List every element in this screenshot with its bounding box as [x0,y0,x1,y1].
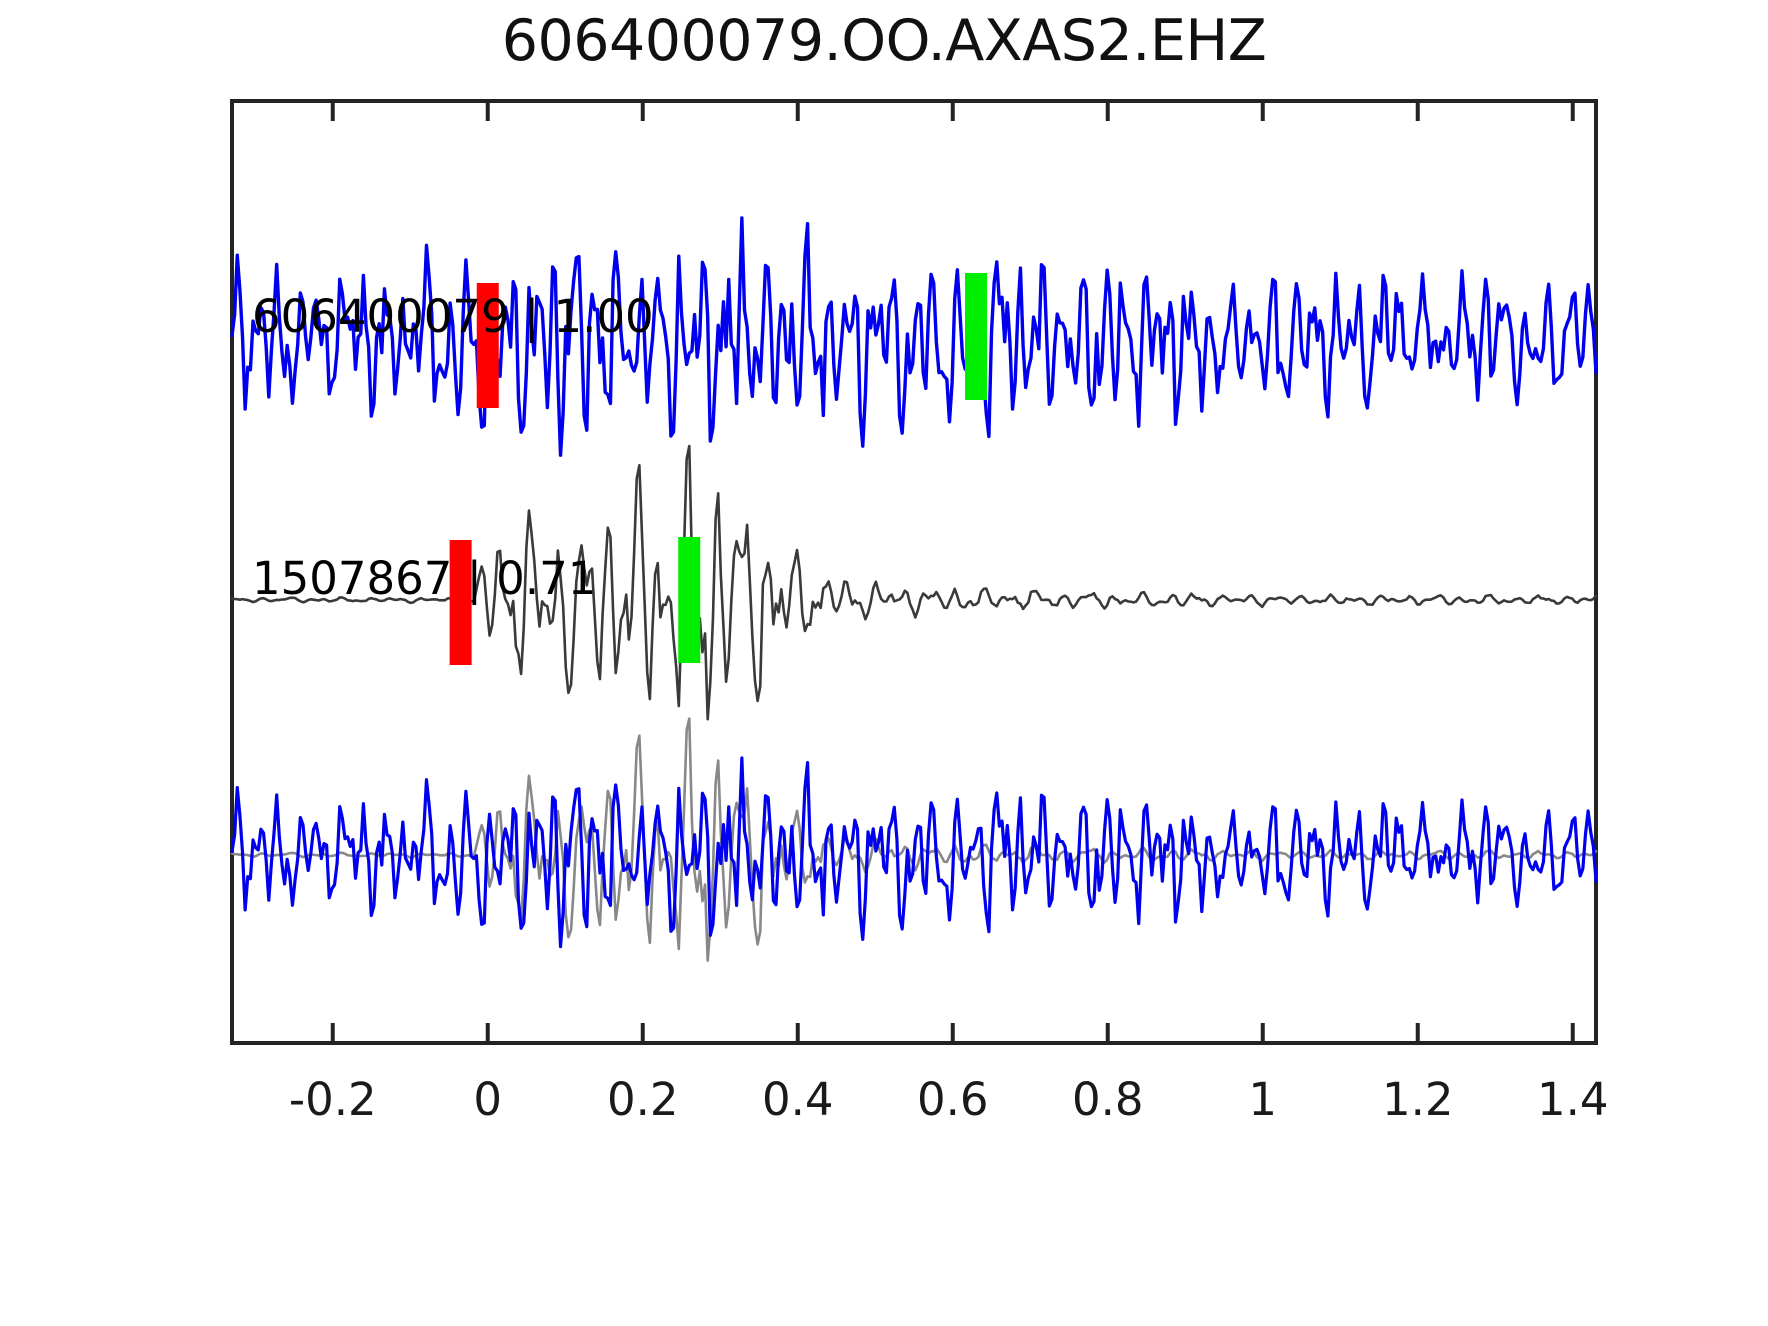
x-tick-label: 0.6 [916,1073,989,1126]
pick-markers [449,273,987,665]
x-tick-label: 0.4 [761,1073,834,1126]
x-tick-label: 0.2 [606,1073,679,1126]
x-tick-label: 1 [1248,1073,1278,1126]
axis-ticks [330,101,1575,1043]
p-pick-marker-template [476,283,499,408]
x-tick-label: 0 [473,1073,503,1126]
x-tick-label: 1.4 [1536,1073,1609,1126]
x-tick-label: 1.2 [1381,1073,1454,1126]
s-pick-marker-detection [678,537,701,663]
overlay-template-waveform [230,756,1598,949]
p-pick-marker-detection [449,540,472,665]
trace-label-detection: 1507867 | 0.71 [252,552,597,605]
trace-overlay [230,717,1598,962]
x-tick-label: 0.8 [1071,1073,1144,1126]
page-title: 606400079.OO.AXAS2.EHZ [501,8,1267,74]
trace-template [230,216,1598,457]
s-pick-marker-template [965,273,987,400]
x-tick-label: -0.2 [288,1073,377,1126]
trace-label-template: 606400079 | 1.00 [252,290,654,343]
template-waveform [230,216,1598,457]
